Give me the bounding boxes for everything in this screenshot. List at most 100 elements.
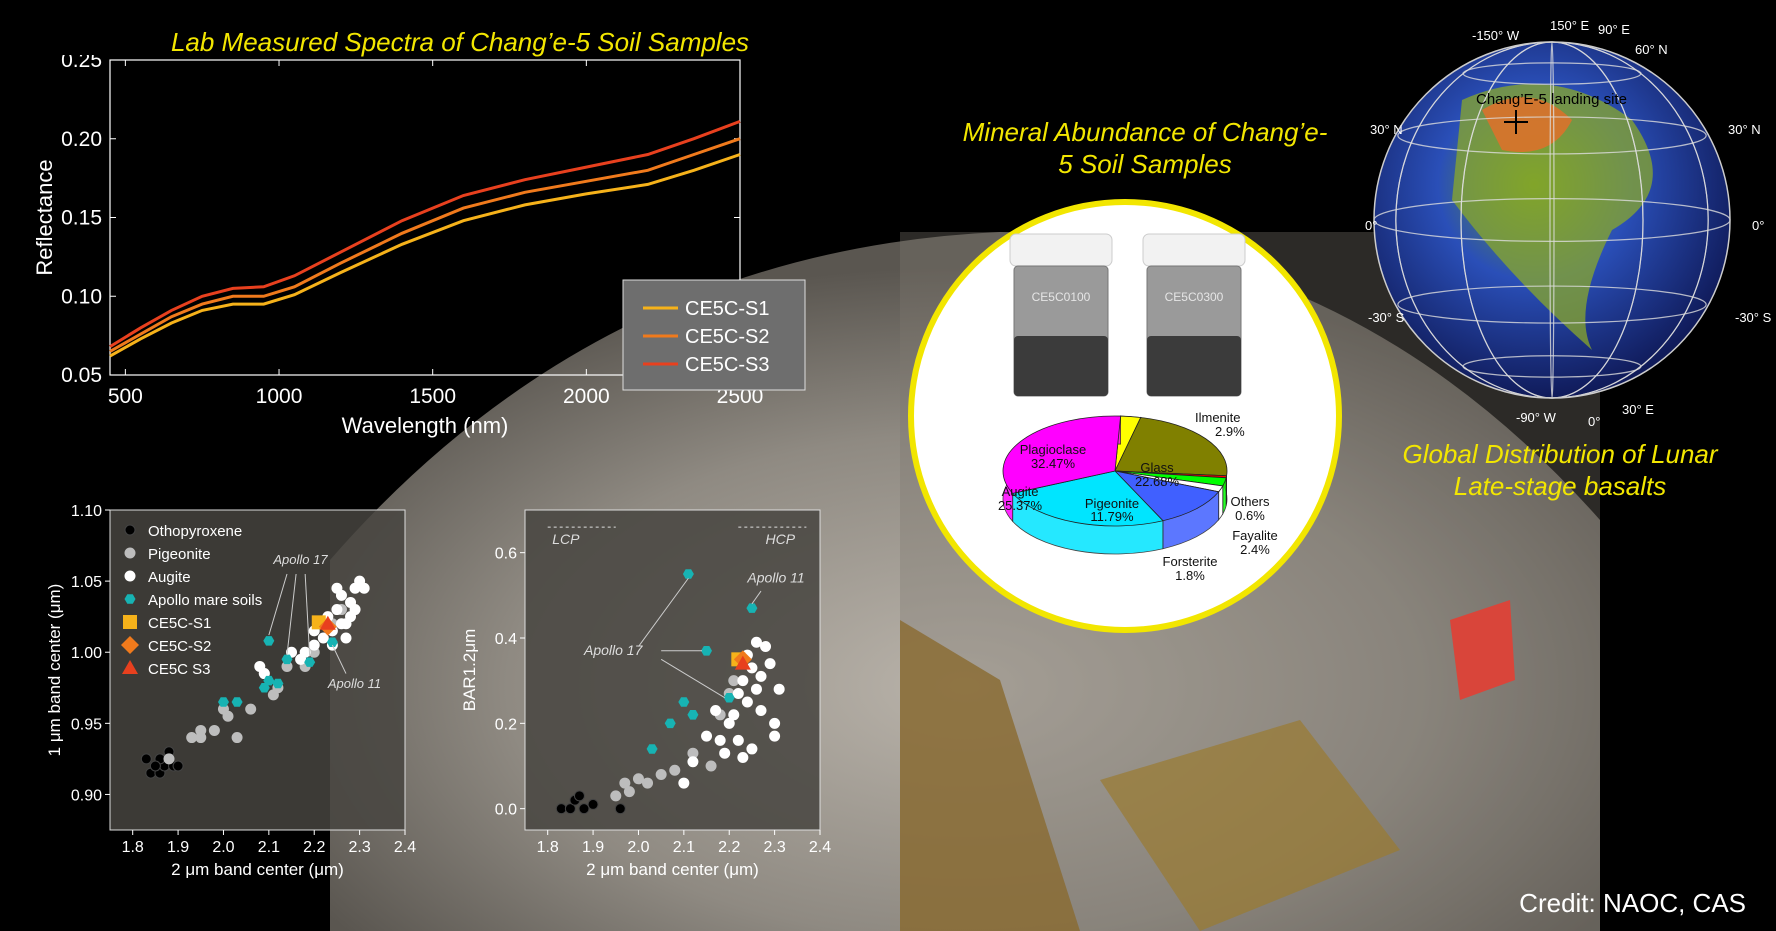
x-tick-label: 1.8 [122, 839, 144, 856]
pie-label-forsterite: Forsterite [1163, 554, 1218, 569]
y-tick-label: 0.20 [61, 128, 102, 151]
pie-value-plagioclase: 32.47% [1031, 456, 1076, 471]
x-tick-label: 2.4 [809, 839, 831, 856]
series-line-CE5C-S2 [109, 137, 741, 353]
pie-slice-glass [1114, 417, 1228, 477]
point-pigeonite [610, 790, 622, 802]
y-tick-label: 0.2 [495, 716, 517, 733]
x-axis-label: Wavelength (nm) [342, 413, 509, 438]
point-augite [750, 683, 762, 695]
latitude-line [1397, 285, 1707, 324]
globe-outline [1373, 41, 1731, 399]
grid-label: -30° S [1368, 310, 1405, 325]
latitude-line [1397, 116, 1707, 155]
point-augite [308, 639, 320, 651]
annotation-arrow [751, 590, 762, 605]
annotation-arrow [268, 573, 288, 636]
lander-body [1100, 720, 1400, 931]
pie-label-fayalite: Fayalite [1232, 528, 1278, 543]
legend-label: Pigeonite [148, 546, 211, 563]
global-title: Global Distribution of Lunar Late-stage … [1402, 439, 1718, 501]
basalt-region [1452, 84, 1653, 350]
legend-label: Augite [148, 569, 191, 586]
pie-label-others: Others [1230, 494, 1270, 509]
legend-box [622, 279, 806, 391]
annotation-hcp: HCP [766, 531, 796, 547]
grid-label: -30° S [1735, 310, 1772, 325]
annotation-arrow [304, 573, 311, 657]
x-tick-label: 1000 [256, 385, 303, 408]
x-tick-label: 2.1 [258, 839, 280, 856]
point-pigeonite [195, 724, 207, 736]
point-augite [719, 747, 731, 759]
band-center-scatter: 1.8 1.9 2.0 2.1 2.2 2.3 2.4 0.90 0.95 1.00 1.05 1.1… [45, 503, 416, 879]
point-apollo-mare-soils [326, 637, 338, 647]
point-augite [687, 756, 699, 768]
legend-label: CE5C-S1 [148, 615, 211, 632]
x-tick-label: 2.4 [394, 839, 416, 856]
vial-label: CE5C0100 [1032, 290, 1091, 304]
lunar-globe-map: Chang’E-5 landing site 150° E -150° W 90° E… [1365, 18, 1772, 429]
point-pigeonite [642, 777, 654, 789]
pie-label-glass: Glass [1140, 460, 1174, 475]
y-axis-label: 1 μm band center (μm) [45, 584, 64, 757]
y-tick-label: 0.05 [61, 364, 102, 387]
grid-label: -90° W [1516, 410, 1557, 425]
point-pigeonite [222, 710, 234, 722]
x-tick-label: 2.1 [673, 839, 695, 856]
x-axis-label: 2 μm band center (μm) [171, 860, 344, 879]
x-tick-label: 2.3 [348, 839, 370, 856]
point-pigeonite [208, 724, 220, 736]
point-pigeonite [655, 769, 667, 781]
point-ce5c-s3 [734, 655, 751, 670]
legend-marker [121, 636, 139, 654]
point-pigeonite [623, 786, 635, 798]
point-othopyroxene [555, 803, 567, 815]
x-tick-label: 2.2 [718, 839, 740, 856]
x-tick-label: 2.2 [303, 839, 325, 856]
point-pigeonite [231, 732, 243, 744]
mineral-title: Mineral Abundance of Chang’e-5 Soil Samp… [962, 117, 1328, 179]
point-pigeonite [728, 675, 740, 687]
point-augite [755, 670, 767, 682]
lander-arm [900, 620, 1080, 931]
grid-label: 0° [1588, 414, 1600, 429]
point-augite [710, 705, 722, 717]
point-pigeonite [705, 760, 717, 772]
point-apollo-mare-soils [231, 697, 243, 707]
point-augite [769, 717, 781, 729]
pie-label-plagioclase: Plagioclase [1020, 442, 1087, 457]
y-tick-label: 0.6 [495, 546, 517, 563]
vial-cap [1142, 233, 1246, 267]
x-axis-label: 2 μm band center (μm) [586, 860, 759, 879]
x-tick-label: 1.8 [537, 839, 559, 856]
plot-area [524, 509, 821, 831]
point-apollo-mare-soils [218, 697, 229, 707]
legend-label: CE5C S3 [148, 661, 211, 678]
point-apollo-mare-soils [263, 636, 275, 646]
pie-slice-pigeonite [1113, 470, 1220, 522]
legend-marker [124, 570, 136, 582]
site-label: Chang’E-5 landing site [1476, 91, 1627, 108]
point-pigeonite [163, 753, 175, 765]
legend-marker [124, 594, 136, 604]
point-augite [335, 618, 347, 630]
point-apollo-mare-soils [678, 697, 690, 707]
point-othopyroxene [564, 803, 576, 815]
point-othopyroxene [140, 753, 152, 765]
grid-label: 30° E [1622, 402, 1654, 417]
pie-value-glass: 22.68% [1135, 474, 1180, 489]
vial-soil [1147, 336, 1241, 396]
legend-label: CE5C-S3 [685, 354, 769, 376]
annotation-arrow [331, 644, 347, 674]
legend-label: Apollo mare soils [148, 592, 262, 609]
annotation-arrow [660, 658, 725, 699]
pie-value-fayalite: 2.4% [1240, 542, 1270, 557]
vial-label: CE5C0300 [1165, 290, 1224, 304]
grid-label: 60° N [1635, 42, 1668, 57]
point-augite [678, 777, 690, 789]
legend-marker [123, 615, 137, 629]
point-augite [746, 743, 758, 755]
point-othopyroxene [172, 760, 184, 772]
annotation-apollo11: Apollo 11 [327, 676, 381, 691]
